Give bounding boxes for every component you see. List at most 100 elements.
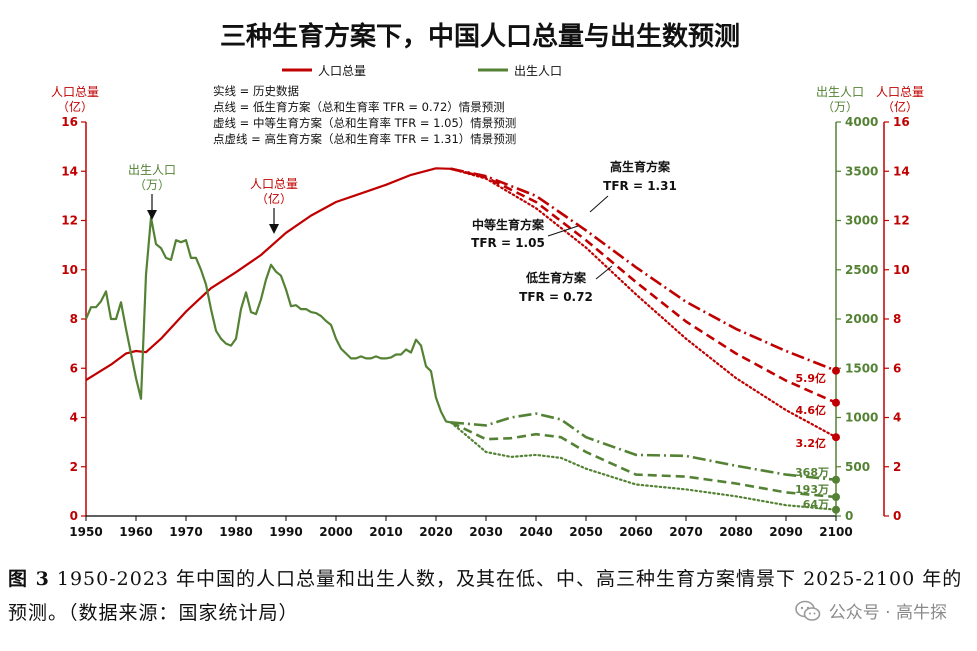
right-axis-pop-tick-label: 14 xyxy=(893,164,910,178)
annotation-pop-arrowhead xyxy=(269,224,279,234)
right-axis-pop-tick-label: 8 xyxy=(893,312,901,326)
left-axis-title-line1: 人口总量 xyxy=(51,85,99,99)
watermark: 公众号 · 高牛探 xyxy=(794,598,947,623)
x-axis-tick-label: 2050 xyxy=(569,525,602,539)
note-solid: 实线 = 历史数据 xyxy=(213,84,299,98)
annotation-pop-line1: 人口总量 xyxy=(250,177,298,191)
right-axis-births-tick-label: 3000 xyxy=(845,214,878,228)
x-axis-tick-label: 2060 xyxy=(619,525,652,539)
right-axis-births-ticks: 0 500 1000 1500 2000 2500 3000 3500 4000 xyxy=(836,115,878,523)
right-axis-pop-title-line2: （亿） xyxy=(882,99,918,114)
x-axis-tick-label: 2000 xyxy=(319,525,352,539)
population-forecast-chart: 三种生育方案下，中国人口总量与出生数预测 人口总量 出生人口 实线 = 历史数据… xyxy=(51,21,924,539)
left-axis-title-line2: （亿） xyxy=(57,99,93,114)
right-axis-pop-tick-label: 12 xyxy=(893,214,910,228)
series-layer xyxy=(84,167,840,514)
annotation-high-leader xyxy=(589,195,609,213)
annotation-mid-line2: TFR = 1.05 xyxy=(471,236,545,250)
right-axis-pop-tick-label: 6 xyxy=(893,361,901,375)
x-axis-tick-label: 2100 xyxy=(819,525,852,539)
left-axis-tick-label: 4 xyxy=(70,411,78,425)
right-axis-pop-tick-label: 2 xyxy=(893,460,901,474)
annotation-low-line2: TFR = 0.72 xyxy=(519,290,593,304)
wechat-icon xyxy=(794,600,821,621)
right-axis-births-title-line1: 出生人口 xyxy=(816,85,864,99)
x-axis-tick-label: 1980 xyxy=(219,525,252,539)
annotation-high-line1: 高生育方案 xyxy=(610,159,671,174)
x-axis-tick-label: 2070 xyxy=(669,525,702,539)
end-pop-mid: 4.6亿 xyxy=(796,403,827,417)
annotation-births-line2: （万） xyxy=(134,178,170,192)
series-births-dashed xyxy=(450,421,837,499)
right-axis-pop-tick-label: 10 xyxy=(893,263,910,277)
figure-caption: 图 3 1950-2023 年中国的人口总量和出生人数，及其在低、中、高三种生育… xyxy=(8,562,968,630)
left-axis-tick-label: 2 xyxy=(70,460,78,474)
left-axis-tick-label: 0 xyxy=(70,509,78,523)
end-pop-low: 3.2亿 xyxy=(796,436,827,450)
annotation-low-leader xyxy=(595,265,613,280)
annotation-births: 出生人口 （万） xyxy=(128,163,176,220)
left-axis-tick-label: 12 xyxy=(61,214,78,228)
left-axis-tick-label: 6 xyxy=(70,361,78,375)
x-axis-tick-label: 2020 xyxy=(419,525,452,539)
end-births-low: 64万 xyxy=(803,498,829,511)
annotation-high-line2: TFR = 1.31 xyxy=(603,179,677,193)
right-axis-births-tick-label: 2000 xyxy=(845,312,878,326)
chart-title: 三种生育方案下，中国人口总量与出生数预测 xyxy=(220,21,740,52)
x-axis-tick-label: 2080 xyxy=(719,525,752,539)
x-axis-ticks: 1950 1960 1970 1980 1990 2000 2010 2020 2030 2040… xyxy=(69,516,853,539)
series-births-dashdot xyxy=(450,412,837,482)
x-axis-tick-label: 1950 xyxy=(69,525,102,539)
series-births-dotted xyxy=(449,421,838,511)
series-pop-dashed xyxy=(450,167,837,404)
end-value-labels: 5.9亿 4.6亿 3.2亿 368万 193万 64万 xyxy=(795,371,829,511)
annotation-mid-leader xyxy=(547,225,579,237)
note-dashed: 虚线 = 中等生育方案（总和生育率 TFR = 1.05）情景预测 xyxy=(213,116,516,130)
series-births-dotted-end-point xyxy=(832,505,840,514)
left-axis-tick-label: 14 xyxy=(61,164,78,178)
annotation-mid-line1: 中等生育方案 xyxy=(472,217,545,232)
right-axis-births-title-line2: （万） xyxy=(822,100,858,114)
right-axis-births-tick-label: 0 xyxy=(845,509,853,523)
right-axis-births-tick-label: 500 xyxy=(845,460,870,474)
annotation-pop-line2: （亿） xyxy=(256,191,292,206)
right-axis-pop-title-line1: 人口总量 xyxy=(876,85,924,99)
right-axis-pop-tick-label: 16 xyxy=(893,115,910,129)
right-axis-births-title: 出生人口 （万） xyxy=(816,85,864,114)
series-pop-dotted-end-point xyxy=(832,433,840,442)
x-axis-tick-label: 1990 xyxy=(269,525,302,539)
left-axis-tick-label: 8 xyxy=(70,312,78,326)
annotation-scenarios: 高生育方案 TFR = 1.31 中等生育方案 TFR = 1.05 低生育方案… xyxy=(471,159,677,304)
left-axis-tick-label: 10 xyxy=(61,263,78,277)
annotation-pop: 人口总量 （亿） xyxy=(250,177,298,234)
x-axis-tick-label: 1960 xyxy=(119,525,152,539)
right-axis-births-tick-label: 1500 xyxy=(845,361,878,375)
series-births-solid xyxy=(84,216,452,424)
right-axis-pop-tick-label: 4 xyxy=(893,411,901,425)
figure-caption-text: 1950-2023 年中国的人口总量和出生人数，及其在低、中、高三种生育方案情景… xyxy=(8,568,963,624)
annotation-births-arrowhead xyxy=(147,210,157,220)
end-births-high: 368万 xyxy=(795,466,829,479)
series-pop-dashdot xyxy=(450,167,837,372)
note-dashdot: 点虚线 = 高生育方案（总和生育率 TFR = 1.31）情景预测 xyxy=(213,132,516,146)
x-axis-tick-label: 2090 xyxy=(769,525,802,539)
left-axis-title: 人口总量 （亿） xyxy=(51,85,99,114)
series-pop-dashdot-end-point xyxy=(832,366,840,375)
left-axis-ticks: 0 2 4 6 8 10 12 14 16 xyxy=(61,115,86,523)
series-births-dashed-end-point xyxy=(832,492,840,501)
end-births-mid: 193万 xyxy=(795,483,829,496)
right-axis-pop-ticks: 0 2 4 6 8 10 12 14 16 xyxy=(884,115,910,523)
legend: 人口总量 出生人口 xyxy=(282,64,562,78)
legend-label-births: 出生人口 xyxy=(514,64,562,78)
left-axis-tick-label: 16 xyxy=(61,115,78,129)
right-axis-births-tick-label: 1000 xyxy=(845,411,878,425)
right-axis-births-tick-label: 2500 xyxy=(845,263,878,277)
figure-number: 图 3 xyxy=(8,568,50,590)
right-axis-pop-title: 人口总量 （亿） xyxy=(876,85,924,114)
legend-label-population: 人口总量 xyxy=(318,64,366,78)
right-axis-pop-tick-label: 0 xyxy=(893,509,901,523)
x-axis-tick-label: 2040 xyxy=(519,525,552,539)
watermark-text: 公众号 · 高牛探 xyxy=(828,603,947,623)
annotation-low-line1: 低生育方案 xyxy=(525,270,587,285)
x-axis-tick-label: 2010 xyxy=(369,525,402,539)
